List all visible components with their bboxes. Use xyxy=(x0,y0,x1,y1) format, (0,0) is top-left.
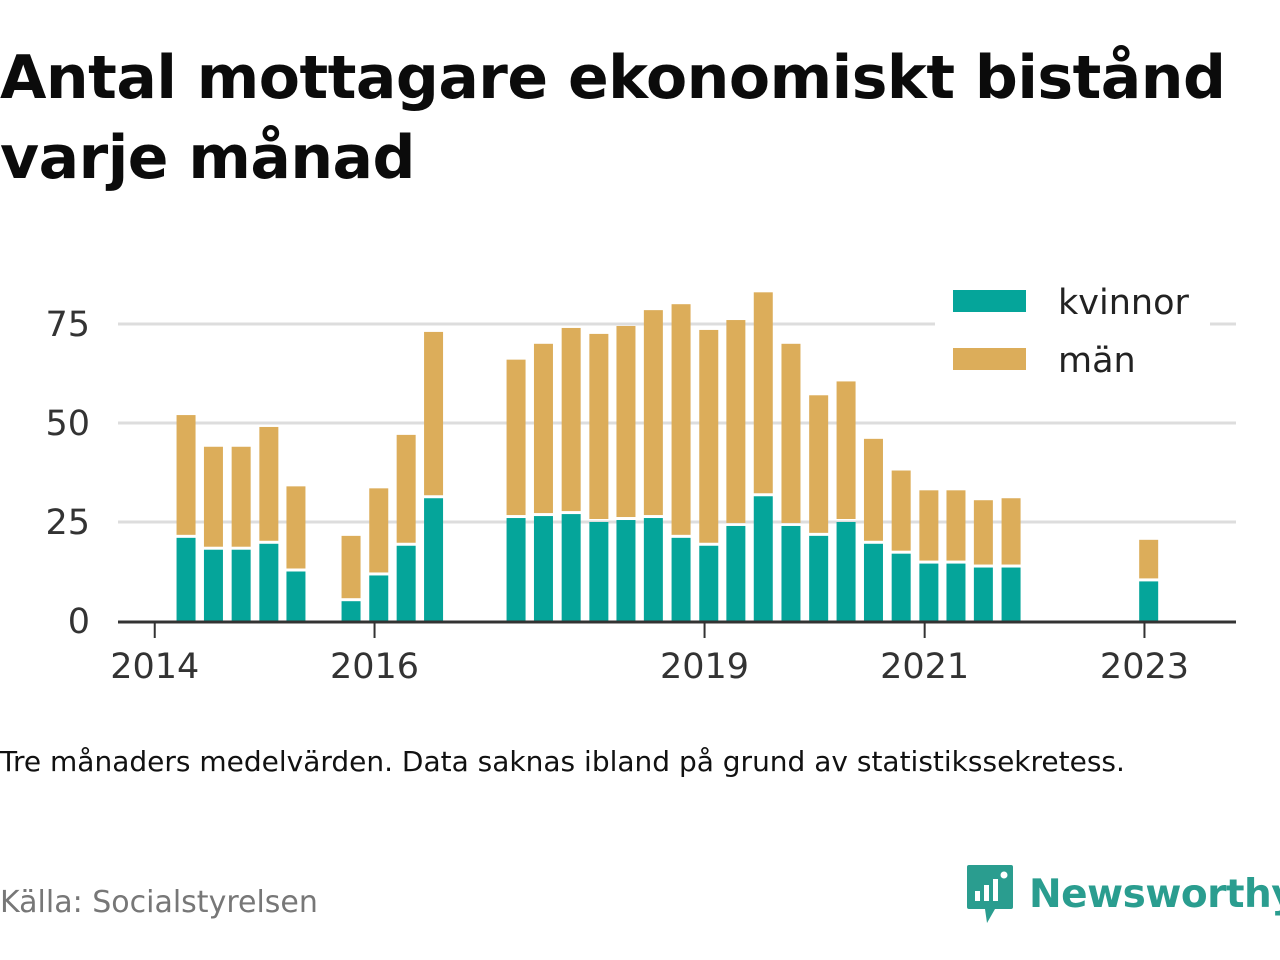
bar-kvinnor xyxy=(863,543,883,621)
bar-kvinnor xyxy=(753,496,773,621)
bar-man xyxy=(231,446,251,547)
x-tick-label: 2014 xyxy=(110,647,199,687)
x-tick-label: 2016 xyxy=(330,647,419,687)
bar-man xyxy=(891,470,911,551)
bar-kvinnor xyxy=(671,537,691,621)
bar-kvinnor xyxy=(203,549,223,621)
bar-kvinnor xyxy=(341,601,361,621)
bar-kvinnor xyxy=(643,518,663,621)
legend-label-kvinnor: kvinnor xyxy=(1058,283,1189,323)
bar-kvinnor xyxy=(231,549,251,621)
axes: 0 25 50 75 2014 2016 2019 2021 2023 xyxy=(45,305,1236,687)
bar-man xyxy=(836,381,856,519)
bar-man xyxy=(699,329,719,543)
bar-kvinnor xyxy=(533,516,553,621)
bar-kvinnor xyxy=(369,575,389,621)
bar-man xyxy=(424,331,444,496)
chart-title: Antal mottagare ekonomiskt bistånd varje… xyxy=(0,43,1226,193)
bar-man xyxy=(863,438,883,541)
bar-kvinnor xyxy=(424,498,444,621)
bar-man xyxy=(919,490,939,561)
bar-man xyxy=(176,415,196,535)
y-tick-label: 0 xyxy=(68,602,90,642)
bar-kvinnor xyxy=(973,567,993,621)
bar-kvinnor xyxy=(561,514,581,621)
y-tick-label: 50 xyxy=(45,404,90,444)
bar-man xyxy=(369,488,389,573)
bar-kvinnor xyxy=(1139,581,1159,621)
legend-swatch-man xyxy=(953,348,1026,370)
bar-man xyxy=(946,490,966,561)
bar-kvinnor xyxy=(781,525,801,621)
y-tick-label: 75 xyxy=(45,305,90,345)
bar-kvinnor xyxy=(176,537,196,621)
bar-man xyxy=(341,535,361,599)
bar-man xyxy=(616,325,636,518)
bar-kvinnor xyxy=(699,545,719,621)
bars xyxy=(176,292,1159,621)
bar-man xyxy=(561,327,581,512)
newsworthy-logo[interactable]: Newsworthy xyxy=(965,862,1280,926)
brand-name: Newsworthy xyxy=(1029,871,1280,917)
bar-man xyxy=(643,310,663,516)
bar-kvinnor xyxy=(286,571,306,621)
bar-man xyxy=(259,426,279,541)
bar-man xyxy=(396,434,416,543)
legend-swatch-kvinnor xyxy=(953,290,1026,312)
bar-man xyxy=(781,343,801,523)
bar-man xyxy=(286,486,306,569)
stacked-bar-chart: 0 25 50 75 2014 2016 2019 2021 2023 kvinnor män xyxy=(45,280,1236,687)
source-credit: Källa: Socialstyrelsen xyxy=(0,885,318,920)
x-tick-label: 2021 xyxy=(880,647,969,687)
bar-kvinnor xyxy=(616,520,636,621)
chart-note: Tre månaders medelvärden. Data saknas ib… xyxy=(0,745,1125,778)
y-tick-label: 25 xyxy=(45,503,90,543)
bar-man xyxy=(506,359,526,516)
bar-man xyxy=(726,320,746,523)
bar-man xyxy=(973,500,993,565)
bar-kvinnor xyxy=(836,522,856,621)
bar-kvinnor xyxy=(396,545,416,621)
bar-kvinnor xyxy=(946,563,966,621)
bar-man xyxy=(533,343,553,514)
bar-man xyxy=(1001,498,1021,565)
legend-label-man: män xyxy=(1058,341,1136,381)
bar-kvinnor xyxy=(726,525,746,621)
bar-kvinnor xyxy=(259,543,279,621)
bar-kvinnor xyxy=(919,563,939,621)
bar-kvinnor xyxy=(809,535,829,621)
bar-man xyxy=(809,395,829,533)
newsworthy-logo-icon xyxy=(967,865,1013,923)
x-tick-label: 2023 xyxy=(1100,647,1189,687)
bar-man xyxy=(203,446,223,547)
bar-man xyxy=(1139,539,1159,579)
x-tick-label: 2019 xyxy=(660,647,749,687)
bar-kvinnor xyxy=(589,522,609,621)
bar-man xyxy=(753,292,773,494)
bar-kvinnor xyxy=(891,553,911,621)
bar-man xyxy=(671,304,691,535)
bar-man xyxy=(589,333,609,519)
legend: kvinnor män xyxy=(935,280,1210,400)
bar-kvinnor xyxy=(506,518,526,621)
bar-kvinnor xyxy=(1001,567,1021,621)
